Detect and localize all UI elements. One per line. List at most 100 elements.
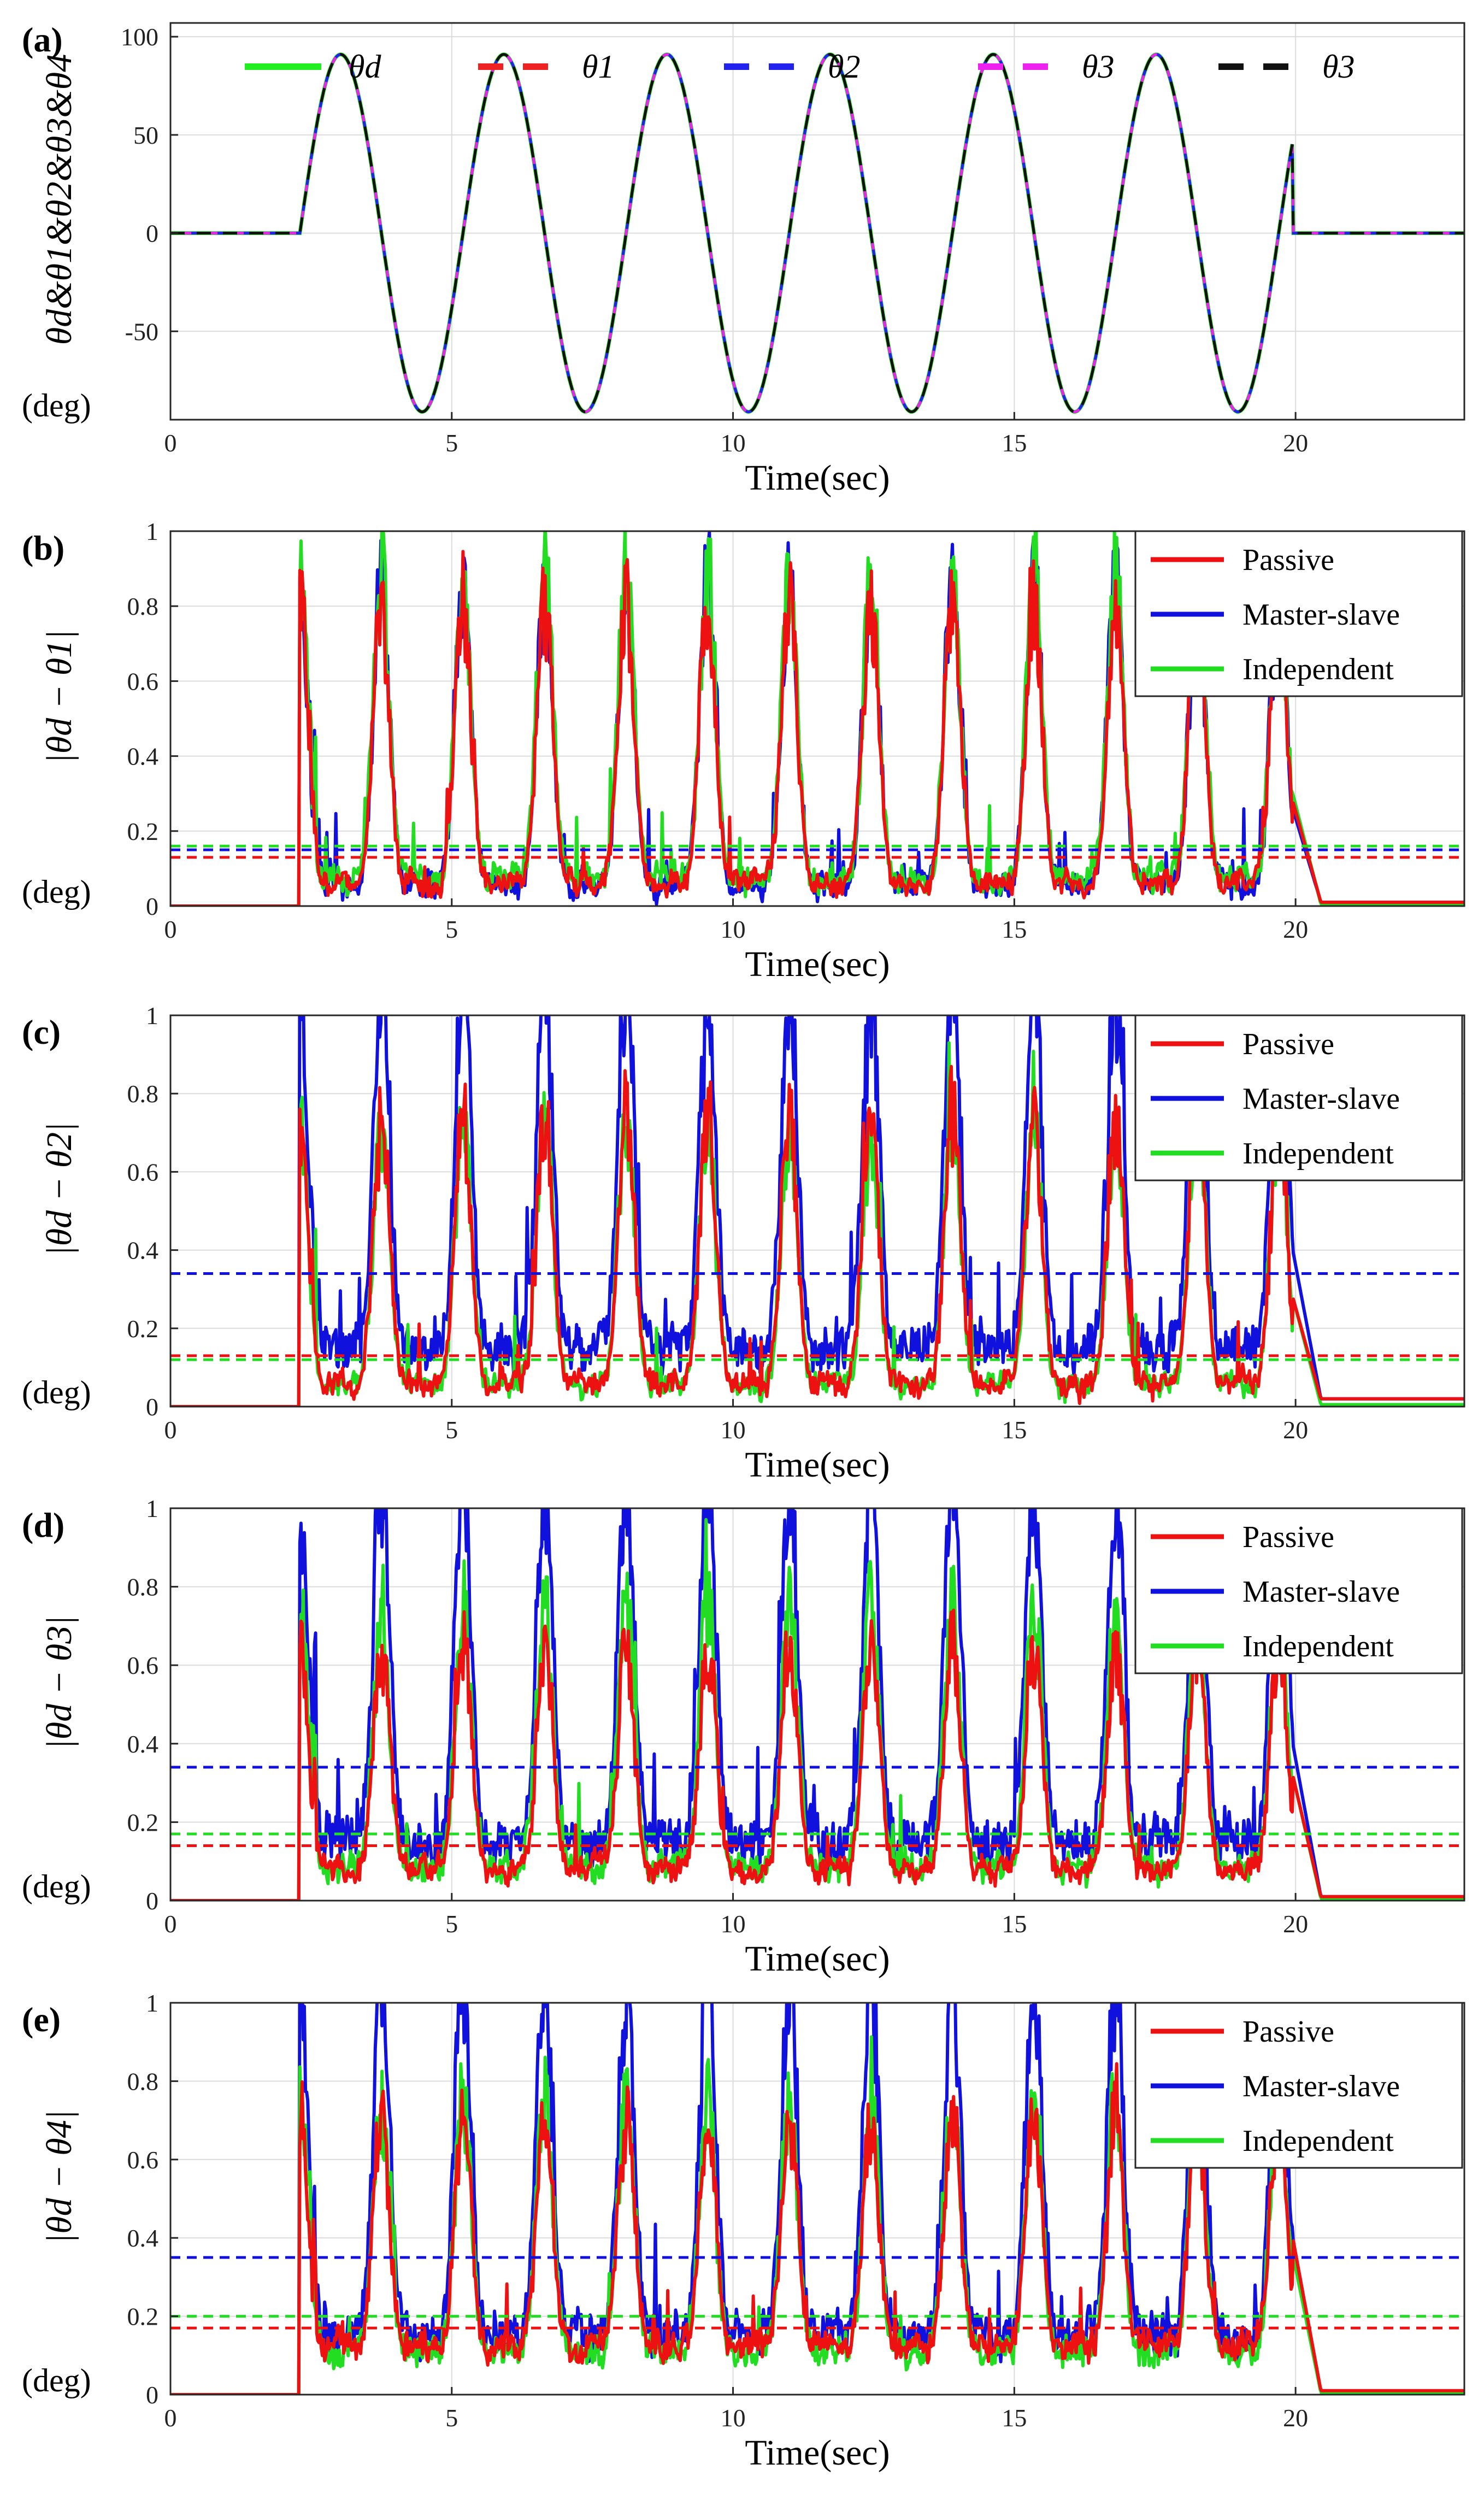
legend-label-3: θ2 — [828, 49, 860, 85]
y-tick-label: 0.4 — [127, 743, 159, 771]
y-tick-label: 0 — [146, 220, 158, 248]
x-tick-label: 15 — [1002, 429, 1027, 457]
x-tick-label: 20 — [1283, 915, 1308, 943]
y-tick-label: 0 — [146, 1393, 158, 1421]
x-tick-label: 10 — [721, 429, 746, 457]
x-tick-label: 10 — [721, 915, 746, 943]
panel-label: (b) — [22, 528, 64, 567]
legend-label-passive: Passive — [1242, 1027, 1334, 1061]
chart-panel-c: 0 5 10 15 20 0 0.2 0.4 0.6 0.8 1 Time(sec) |θd − θ2|… — [22, 1002, 1465, 1485]
legend-label-2: θ1 — [582, 49, 614, 85]
y-tick-label: 50 — [133, 121, 158, 149]
panel-label: (a) — [22, 20, 63, 59]
legend-label-independent: Independent — [1242, 652, 1394, 686]
y-tick-label: 0 — [146, 892, 158, 920]
y-tick-label: 1 — [146, 1002, 158, 1030]
y-tick-label: 1 — [146, 1989, 158, 2017]
x-tick-label: 15 — [1002, 915, 1027, 943]
series-line-master-slave — [170, 1508, 1464, 1901]
series-line-passive — [170, 550, 1464, 906]
axes-frame — [169, 1507, 1465, 1902]
x-tick-label: 10 — [721, 1416, 746, 1444]
y-tick-label: 0.4 — [127, 1730, 159, 1758]
y-tick-label: 0.2 — [127, 1808, 159, 1836]
y-tick-label: 100 — [121, 23, 158, 51]
x-tick-label: 20 — [1283, 1416, 1308, 1444]
x-tick-label: 20 — [1283, 2404, 1308, 2432]
x-axis-label: Time(sec) — [745, 1445, 890, 1485]
series-line-passive — [170, 1605, 1464, 1901]
chart-panel-e: 0 5 10 15 20 0 0.2 0.4 0.6 0.8 1 Time(sec) |θd − θ4|… — [22, 1989, 1465, 2473]
panel-label: (c) — [22, 1013, 61, 1051]
x-tick-label: 0 — [164, 915, 177, 943]
legend-label-independent: Independent — [1242, 2124, 1394, 2158]
legend-label-independent: Independent — [1242, 1630, 1394, 1663]
unit-label: (deg) — [22, 387, 91, 424]
y-tick-label: 0.8 — [127, 1080, 159, 1108]
axes-frame — [169, 530, 1465, 907]
y-tick-label: 0.8 — [127, 1573, 159, 1601]
y-axis-label: θd&θ1&θ2&θ3&θ4 — [39, 54, 79, 345]
x-tick-label: 15 — [1002, 1416, 1027, 1444]
x-tick-label: 15 — [1002, 2404, 1027, 2432]
y-tick-label: 0.6 — [127, 2146, 159, 2174]
series-group — [170, 1015, 1464, 1407]
y-tick-label: 0 — [146, 2381, 158, 2409]
y-tick-label: 0.2 — [127, 2303, 159, 2331]
unit-label: (deg) — [22, 1868, 91, 1904]
axes-frame — [169, 2002, 1465, 2396]
y-axis-label: |θd − θ4| — [39, 2110, 79, 2244]
axes-frame — [169, 22, 1465, 421]
unit-label: (deg) — [22, 874, 91, 910]
legend-label-passive: Passive — [1242, 1520, 1334, 1554]
legend-label-passive: Passive — [1242, 2015, 1334, 2049]
y-tick-label: 0 — [146, 1887, 158, 1915]
x-tick-label: 10 — [721, 2404, 746, 2432]
legend-label-4: θ3 — [1082, 49, 1114, 85]
y-tick-label: 0.6 — [127, 667, 159, 695]
panel-label: (e) — [22, 2000, 61, 2039]
legend-label-5: θ3 — [1322, 49, 1355, 85]
series-line-5 — [170, 52, 1464, 414]
x-axis-label: Time(sec) — [745, 944, 890, 984]
plot-area — [170, 23, 1464, 420]
y-tick-label: 0.6 — [127, 1158, 159, 1186]
x-tick-label: 20 — [1283, 1910, 1308, 1938]
y-tick-label: 0.6 — [127, 1651, 159, 1679]
x-axis-label: Time(sec) — [745, 458, 890, 498]
x-tick-label: 5 — [445, 429, 458, 457]
x-tick-label: 15 — [1002, 1910, 1027, 1938]
y-tick-label: 0.2 — [127, 1315, 159, 1343]
series-group — [170, 1508, 1464, 1901]
y-tick-label: 1 — [146, 518, 158, 545]
y-tick-label: 1 — [146, 1495, 158, 1522]
legend-label-1: θd — [349, 49, 381, 85]
y-tick-label: 0.8 — [127, 592, 159, 620]
chart-panel-d: 0 5 10 15 20 0 0.2 0.4 0.6 0.8 1 Time(sec) |θd − θ3|… — [22, 1495, 1465, 1979]
series-line-master-slave — [170, 1015, 1464, 1407]
unit-label: (deg) — [22, 1374, 91, 1410]
y-tick-label: -50 — [125, 317, 158, 345]
y-tick-label: 0.4 — [127, 1237, 159, 1265]
x-tick-label: 20 — [1283, 429, 1308, 457]
series-group — [170, 531, 1464, 906]
x-tick-label: 5 — [445, 1416, 458, 1444]
series-line-passive — [170, 1065, 1464, 1407]
chart-panel-b: 0 5 10 15 20 0 0.2 0.4 0.6 0.8 1 Time(sec) |θd − θ1|… — [22, 518, 1465, 984]
legend-label-passive: Passive — [1242, 543, 1334, 577]
y-axis-label: |θd − θ1| — [39, 630, 79, 764]
y-tick-label: 0.2 — [127, 818, 159, 845]
x-tick-label: 0 — [164, 1416, 177, 1444]
y-tick-label: 0.4 — [127, 2224, 159, 2252]
legend-label-master-slave: Master-slave — [1242, 598, 1400, 632]
panel-label: (d) — [22, 1506, 64, 1544]
x-tick-label: 10 — [721, 1910, 746, 1938]
legend-label-master-slave: Master-slave — [1242, 1082, 1400, 1116]
x-axis-label: Time(sec) — [745, 1939, 890, 1979]
x-tick-label: 0 — [164, 429, 177, 457]
y-tick-label: 0.8 — [127, 2067, 159, 2095]
x-axis-label: Time(sec) — [745, 2433, 890, 2473]
x-tick-label: 0 — [164, 1910, 177, 1938]
legend-label-master-slave: Master-slave — [1242, 1575, 1400, 1609]
